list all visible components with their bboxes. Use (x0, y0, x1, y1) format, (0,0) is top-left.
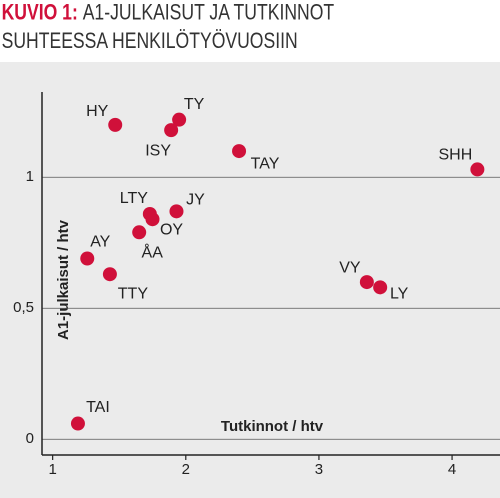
figure-label: KUVIO 1: (2, 1, 78, 25)
point-label: TTY (118, 285, 149, 302)
y-tick-label: 1 (26, 168, 34, 185)
point-label: OY (160, 221, 183, 238)
y-tick-label: 0 (26, 430, 34, 447)
point (172, 112, 187, 127)
point-label: JY (186, 192, 205, 209)
point (169, 204, 184, 219)
y-axis-title: A1-julkaisut / htv (55, 219, 72, 340)
x-tick-label: 4 (448, 461, 456, 478)
title-line: KUVIO 1: A1-JULKAISUT JA TUTKINNOT (2, 1, 335, 25)
title: KUVIO 1: A1-JULKAISUT JA TUTKINNOT SUHTE… (2, 1, 335, 53)
x-axis-title: Tutkinnot / htv (221, 418, 324, 435)
x-tick-label: 1 (48, 461, 56, 478)
x-tick-label: 3 (315, 461, 323, 478)
point (373, 280, 388, 295)
point-label: HY (86, 103, 109, 120)
point (359, 275, 374, 290)
point (145, 212, 160, 227)
x-tick-label: 2 (182, 461, 190, 478)
y-tick-label: 0,5 (13, 299, 34, 316)
point (164, 123, 179, 138)
point-label: TY (184, 96, 205, 113)
point (108, 117, 123, 132)
point (70, 416, 85, 431)
point-label: AY (90, 234, 110, 251)
point-label: VY (339, 259, 361, 276)
point-label: ISY (145, 142, 171, 159)
title-text: SUHTEESSA HENKILÖTYÖVUOSIIN (2, 29, 298, 53)
point-label: SHH (438, 147, 472, 164)
title-text: A1-JULKAISUT JA TUTKINNOT (83, 1, 334, 25)
point-label: LY (390, 286, 409, 303)
point (470, 162, 485, 177)
point (80, 251, 95, 266)
point-label: ÅA (142, 243, 164, 262)
point-label: LTY (120, 190, 148, 207)
point (102, 267, 117, 282)
point-label: TAY (251, 155, 280, 172)
point (232, 144, 247, 159)
point (132, 225, 147, 240)
point-label: TAI (86, 399, 110, 416)
